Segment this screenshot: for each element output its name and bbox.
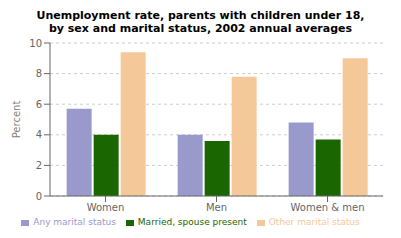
svg-text:Men: Men: [206, 202, 227, 213]
svg-text:Women & men: Women & men: [290, 202, 364, 213]
svg-text:2: 2: [36, 160, 42, 171]
html-text:Any marital status: Any marital status: [33, 217, 116, 227]
html-text:Other marital status: Other marital status: [268, 217, 360, 227]
html-text:Married, spouse present: Married, spouse present: [137, 217, 247, 227]
html-text:by sex and marital status, 200: by sex and marital status, 2002 annual a…: [48, 22, 353, 35]
svg-text:8: 8: [36, 68, 42, 79]
html-text:Unemployment rate, parents wit: Unemployment rate, parents with children…: [36, 9, 365, 22]
svg-text:10: 10: [29, 38, 42, 49]
svg-text:Women: Women: [87, 202, 125, 213]
svg-text:6: 6: [36, 99, 42, 110]
svg-text:Percent: Percent: [11, 101, 22, 139]
svg-text:0: 0: [36, 191, 42, 202]
svg-text:4: 4: [36, 129, 42, 140]
